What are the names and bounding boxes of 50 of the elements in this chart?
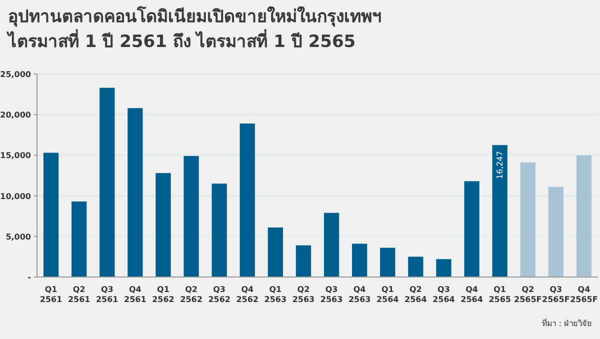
x-tick-label: Q1 2561 bbox=[40, 285, 63, 304]
x-tick-label: Q3 2561 bbox=[96, 285, 119, 304]
x-tick-label: Q4 2563 bbox=[348, 285, 371, 304]
bar bbox=[548, 186, 564, 277]
bar bbox=[43, 152, 59, 277]
x-tick-label: Q1 2564 bbox=[376, 285, 400, 304]
bar bbox=[184, 156, 199, 277]
bar bbox=[268, 227, 283, 277]
bar bbox=[296, 245, 312, 277]
bar bbox=[156, 173, 171, 277]
text: ที่มา : ฝ่ายวิจัย bbox=[542, 317, 592, 328]
x-tick-label: Q3 2562 bbox=[208, 285, 230, 304]
x-tick-label: Q3 2563 bbox=[320, 285, 343, 304]
y-tick-label: 5,000 bbox=[6, 232, 32, 242]
y-tick-label: 20,000 bbox=[0, 110, 32, 120]
x-tick-label: Q2 2562 bbox=[180, 285, 202, 304]
x-tick-label: Q1 2562 bbox=[152, 285, 174, 304]
x-tick-label: Q2 2561 bbox=[68, 285, 91, 304]
bar bbox=[212, 184, 227, 277]
bar bbox=[408, 256, 424, 277]
bar bbox=[324, 212, 340, 277]
x-tick-label: Q2 2565F bbox=[514, 285, 542, 304]
bar bbox=[520, 162, 536, 277]
x-tick-label: Q4 2561 bbox=[124, 285, 147, 304]
data-label: 16,247 bbox=[496, 151, 505, 180]
x-tick-label: Q4 2565F bbox=[570, 285, 598, 304]
bar bbox=[72, 201, 87, 277]
y-tick-label: 10,000 bbox=[0, 192, 32, 201]
bar bbox=[128, 108, 143, 277]
bar bbox=[492, 145, 508, 277]
x-tick-label: Q3 2564 bbox=[432, 285, 456, 304]
chart-title: อุปทานตลาดคอนโดมิเนียมเปิดขายใหม่ในกรุงเทพฯ bbox=[8, 6, 382, 27]
bar bbox=[352, 244, 368, 277]
x-tick-label: Q2 2564 bbox=[404, 285, 428, 304]
x-tick-label: Q1 2563 bbox=[264, 285, 287, 304]
x-tick-label: Q1 2565 bbox=[488, 285, 512, 304]
bar bbox=[240, 124, 255, 277]
y-tick-label: - bbox=[28, 273, 31, 282]
y-tick-label: 15,000 bbox=[0, 151, 32, 160]
y-tick-label: 25,000 bbox=[0, 70, 32, 79]
bar bbox=[436, 259, 452, 277]
x-tick-label: Q3 2565F bbox=[542, 285, 570, 304]
bar bbox=[464, 181, 480, 277]
bar bbox=[380, 248, 396, 277]
bar bbox=[100, 88, 115, 277]
bar bbox=[576, 155, 592, 277]
x-tick-label: Q4 2564 bbox=[460, 285, 484, 304]
x-tick-label: Q2 2563 bbox=[292, 285, 315, 304]
x-tick-label: Q4 2562 bbox=[236, 285, 259, 304]
chart-subtitle: ไตรมาสที่ 1 ปี 2561 ถึง ไตรมาสที่ 1 ปี 2565 bbox=[6, 29, 356, 52]
